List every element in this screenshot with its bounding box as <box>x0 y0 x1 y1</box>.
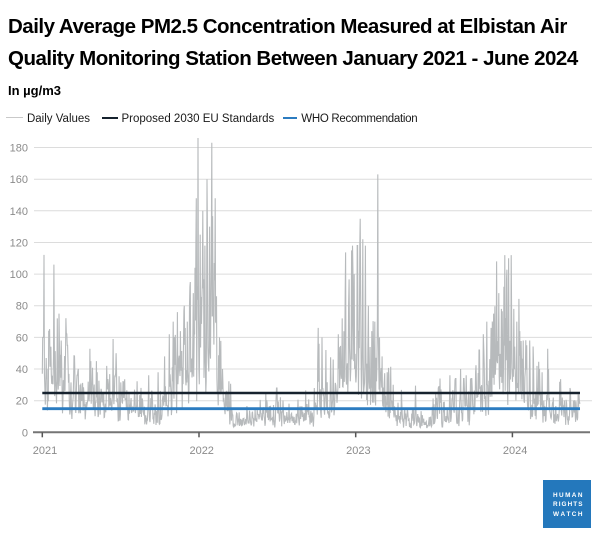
svg-text:100: 100 <box>10 269 28 281</box>
svg-text:2023: 2023 <box>346 445 370 457</box>
svg-text:20: 20 <box>16 396 28 408</box>
svg-text:0: 0 <box>22 427 28 439</box>
svg-text:40: 40 <box>16 364 28 376</box>
svg-text:180: 180 <box>10 143 28 155</box>
svg-text:2021: 2021 <box>33 445 57 457</box>
svg-text:80: 80 <box>16 301 28 313</box>
svg-text:2024: 2024 <box>503 445 527 457</box>
svg-text:160: 160 <box>10 174 28 186</box>
svg-text:60: 60 <box>16 332 28 344</box>
svg-text:120: 120 <box>10 238 28 250</box>
svg-text:2022: 2022 <box>189 445 213 457</box>
svg-text:140: 140 <box>10 206 28 218</box>
